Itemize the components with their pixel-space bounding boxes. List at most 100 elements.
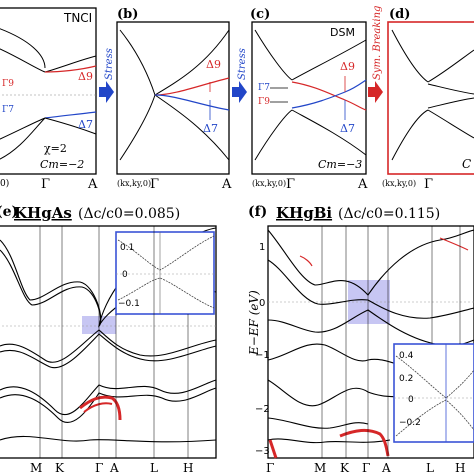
f-inset-frame — [393, 343, 474, 443]
xtick-c-gamma: Γ — [286, 177, 295, 192]
band-a-3 — [44, 55, 97, 73]
label-d-c: C — [462, 157, 471, 171]
ytick-f-3: −2 — [255, 404, 270, 415]
panel-a: TNCI Δ9 Δ7 Γ9 Γ7 χ=2 Cm=−2 0) Γ A — [0, 7, 98, 192]
ytick-f-0: 1 — [259, 242, 265, 253]
arrow-stress-1: Stress — [99, 48, 115, 103]
xtick-f-0: Γ — [266, 461, 274, 474]
band-a-4 — [44, 117, 97, 135]
label-a-chi: χ=2 — [44, 142, 67, 155]
xtick-e-3: A — [109, 461, 119, 474]
label-c-cm: Cm=−3 — [318, 158, 362, 171]
panel-f-label: (f) — [248, 204, 267, 220]
arrow-3-label: Sym. Breaking — [372, 6, 383, 80]
panel-c-tag: DSM — [330, 26, 355, 39]
band-b-red — [154, 77, 230, 96]
arrow-stress-2: Stress — [232, 48, 248, 103]
arrow-symbreak: Sym. Breaking — [368, 6, 383, 103]
arrow-2-label: Stress — [237, 48, 248, 80]
label-a-cm: Cm=−2 — [40, 158, 84, 171]
band-a-6 — [0, 117, 46, 160]
band-d-3 — [427, 49, 474, 83]
panel-f-title-name: KHgBi — [276, 204, 332, 222]
e-inset-tick-2: −0.1 — [118, 299, 140, 309]
panel-a-tag: TNCI — [63, 11, 92, 25]
label-b-d9: Δ9 — [206, 58, 221, 71]
xtick-f-4: A — [381, 461, 391, 474]
band-c-1 — [254, 29, 293, 81]
panel-f-ylabel: E−EF (eV) — [247, 290, 261, 356]
arrow-1-label: Stress — [104, 48, 115, 80]
ytick-f-4: −3 — [255, 446, 270, 457]
band-a-2 — [0, 48, 46, 73]
panel-d-frame — [387, 21, 474, 175]
xtick-b-gamma: Γ — [150, 177, 159, 192]
panel-b: (b) Δ9 Δ7 (kx,ky,0) Γ A — [116, 7, 232, 192]
xtick-a-a: A — [87, 177, 98, 192]
band-b-2 — [119, 94, 156, 161]
label-c-d9: Δ9 — [340, 60, 355, 73]
f-inset-tick-2: 0 — [408, 395, 414, 405]
xtick-b-a: A — [221, 177, 232, 192]
panel-c-label: (c) — [250, 7, 270, 22]
band-d-6 — [427, 97, 474, 109]
e-inset-tick-0: 0.1 — [120, 243, 134, 253]
xtick-e-2: Γ — [95, 461, 103, 474]
xtick-f-5: L — [426, 461, 434, 474]
xtick-a-k: 0) — [0, 178, 9, 189]
xtick-f-3: Γ — [362, 461, 370, 474]
label-a-g9: Γ9 — [2, 79, 14, 89]
label-c-d7: Δ7 — [340, 122, 355, 135]
f-inset-tick-1: 0.2 — [399, 374, 413, 384]
xtick-b-k: (kx,ky,0) — [117, 179, 151, 188]
band-d-4 — [427, 109, 474, 139]
label-a-d9: Δ9 — [78, 70, 93, 83]
label-c-g9: Γ9 — [258, 97, 270, 107]
band-c-2 — [254, 109, 293, 161]
panel-f-frame — [267, 225, 474, 459]
xtick-f-6: H — [455, 461, 465, 474]
panel-b-label: (b) — [117, 7, 138, 22]
band-a-1 — [0, 28, 46, 69]
label-b-d7: Δ7 — [203, 122, 218, 135]
panel-b-frame — [116, 21, 230, 175]
f-inset-tick-3: −0.2 — [399, 418, 421, 428]
xtick-e-1: K — [55, 461, 65, 474]
xtick-c-a: A — [357, 177, 368, 192]
f-inset-tick-0: 0.4 — [399, 351, 414, 361]
e-inset-frame — [115, 231, 215, 315]
band-a-blue — [44, 111, 97, 119]
xtick-e-0: M — [30, 461, 42, 474]
xtick-e-5: H — [183, 461, 193, 474]
xtick-c-k: (kx,ky,0) — [252, 179, 286, 188]
label-c-g7: Γ7 — [258, 83, 270, 93]
xtick-d-k: (kx,ky,0) — [382, 179, 416, 188]
panel-d: (d) C (kx,ky,0) Γ — [382, 7, 474, 192]
band-d-1 — [391, 29, 429, 83]
xtick-f-2: K — [340, 461, 350, 474]
xtick-f-1: M — [314, 461, 326, 474]
band-b-3 — [154, 29, 230, 96]
band-b-1 — [119, 29, 156, 96]
panel-e-title-ratio: (Δc/c0=0.085) — [78, 206, 180, 222]
panel-d-label: (d) — [389, 7, 410, 22]
band-d-2 — [391, 109, 429, 161]
panel-e-frame — [0, 225, 217, 459]
xtick-d-gamma: Γ — [424, 177, 433, 192]
band-d-5 — [427, 83, 474, 95]
panel-f-title-ratio: (Δc/c0=0.115) — [338, 206, 440, 222]
band-a-5 — [0, 117, 46, 140]
panel-c: (c) DSM Δ9 Δ7 Γ7 Γ9 Cm=−3 (kx,ky,0) Γ A — [250, 7, 368, 192]
band-c-3 — [291, 39, 367, 81]
panel-a-frame — [0, 7, 97, 175]
panel-e-title-name: KHgAs — [14, 204, 72, 222]
panel-e: (e) KHgAs (Δc/c0=0.085) 0.1 0 −0.1 M K Γ… — [0, 204, 217, 474]
label-a-g7: Γ7 — [2, 105, 14, 115]
band-a-red — [44, 65, 97, 73]
xtick-e-4: L — [150, 461, 158, 474]
ytick-f-2: −1 — [255, 350, 270, 361]
xtick-a-gamma: Γ — [41, 177, 50, 192]
label-a-d7: Δ7 — [78, 118, 93, 131]
band-b-blue — [154, 94, 230, 111]
